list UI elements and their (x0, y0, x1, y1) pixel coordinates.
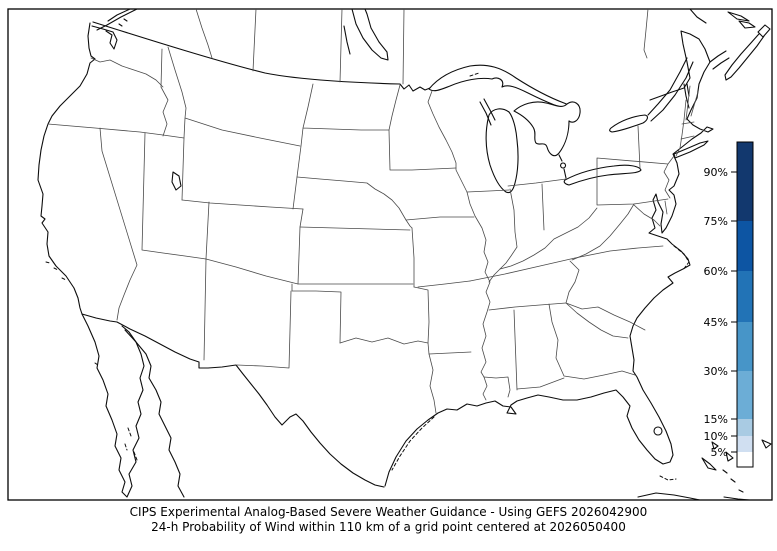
border-mi-in-oh (507, 178, 567, 231)
border-wv-va-ky (571, 203, 635, 261)
border-mississippi-river (427, 90, 491, 401)
border-ohio-river (488, 207, 598, 283)
border-ks-ok (291, 283, 414, 344)
colorbar-tick-label: 10% (704, 430, 728, 443)
border-ms-la (483, 376, 511, 398)
border-il-in (499, 188, 518, 270)
colorbar-segment (737, 419, 753, 436)
border-mt-dakotas (292, 83, 390, 210)
us-mexico-border (81, 313, 385, 488)
colorbar-segment (737, 172, 753, 221)
mexico-mainland-coast (124, 329, 185, 498)
colorbar-segment (737, 436, 753, 452)
colorbar-tick-label: 15% (704, 413, 728, 426)
green-bay (479, 98, 496, 126)
caption: CIPS Experimental Analog-Based Severe We… (0, 505, 777, 535)
border-ar-la (417, 280, 472, 355)
isle-royale (469, 72, 480, 77)
border-tn-nc (565, 260, 580, 304)
colorbar-tick-label: 90% (704, 166, 728, 179)
border-id-mt-wy (167, 46, 301, 201)
colorbar-segment (737, 221, 753, 271)
lake-okeechobee (653, 426, 663, 436)
border-nc-sc-ga (565, 302, 646, 339)
colorbar-segment (737, 371, 753, 419)
canada-provincial-borders (195, 9, 649, 85)
quebec-north-shore (689, 9, 750, 24)
colorbar-segment (737, 142, 753, 172)
florida-keys (659, 475, 677, 481)
long-island (673, 140, 709, 159)
border-ut-co-az-nm (203, 201, 210, 361)
channel-islands (45, 261, 67, 281)
lake-erie (563, 164, 642, 186)
colorbar-tick-label: 5% (711, 446, 728, 459)
border-36-5n (469, 245, 664, 282)
great-salt-lake (171, 171, 182, 191)
probability-colorbar: 90% 75% 60% 45% 30% 15% 10% 5% (704, 141, 754, 468)
atlantic-gulf-coast (384, 61, 714, 487)
puget-sound (91, 18, 128, 50)
baja-california-coast (81, 313, 145, 498)
border-wa-or-id (90, 48, 169, 137)
coastlines-layer (37, 9, 772, 500)
border-42n (47, 123, 185, 139)
lake-huron (513, 101, 581, 157)
lake-winnipeg (343, 9, 389, 61)
border-35n (488, 302, 567, 311)
detroit-river (558, 154, 567, 179)
caption-line-1: CIPS Experimental Analog-Based Severe We… (129, 505, 648, 519)
lake-ontario (609, 114, 648, 133)
bahamas (701, 439, 772, 493)
st-lawrence-river (647, 57, 694, 122)
colorbar-segment (737, 452, 753, 467)
colorbar-segment (737, 271, 753, 322)
texas-barrier-islands (391, 416, 435, 471)
border-new-england (633, 85, 699, 227)
border-ne-ks (299, 226, 415, 288)
colorbar-tick-label: 75% (704, 215, 728, 228)
border-41n (181, 199, 304, 210)
colorbar-segment (737, 322, 753, 371)
bay-of-fundy (709, 50, 730, 70)
vancouver-island (96, 9, 138, 31)
state-borders-layer (47, 46, 699, 414)
colorbar-tick-label: 45% (704, 316, 728, 329)
colorbar-tick-label: 60% (704, 265, 728, 278)
outer-banks (673, 245, 690, 271)
border-wi-il (466, 189, 510, 193)
caption-line-2: 24-h Probability of Wind within 110 km o… (151, 520, 626, 534)
colorbar-border (736, 141, 754, 468)
border-ca-nv-az (99, 127, 207, 321)
us-canada-border (92, 21, 431, 92)
us-canada-border-east (649, 30, 711, 101)
border-al-ga-fl (513, 303, 636, 391)
border-ia-mo (405, 216, 475, 221)
prince-edward-island (738, 20, 756, 29)
colorbar-tick-label: 30% (704, 365, 728, 378)
border-mn (388, 84, 457, 171)
border-red-river (339, 337, 429, 345)
cape-breton (757, 24, 771, 38)
map-frame (7, 8, 773, 501)
pacific-coast (37, 22, 96, 315)
cuba-coast (637, 492, 751, 500)
border-sd-ne (296, 176, 413, 229)
border-tx-nm (236, 290, 292, 369)
border-ar-west (413, 286, 437, 414)
lake-michigan (485, 108, 519, 194)
